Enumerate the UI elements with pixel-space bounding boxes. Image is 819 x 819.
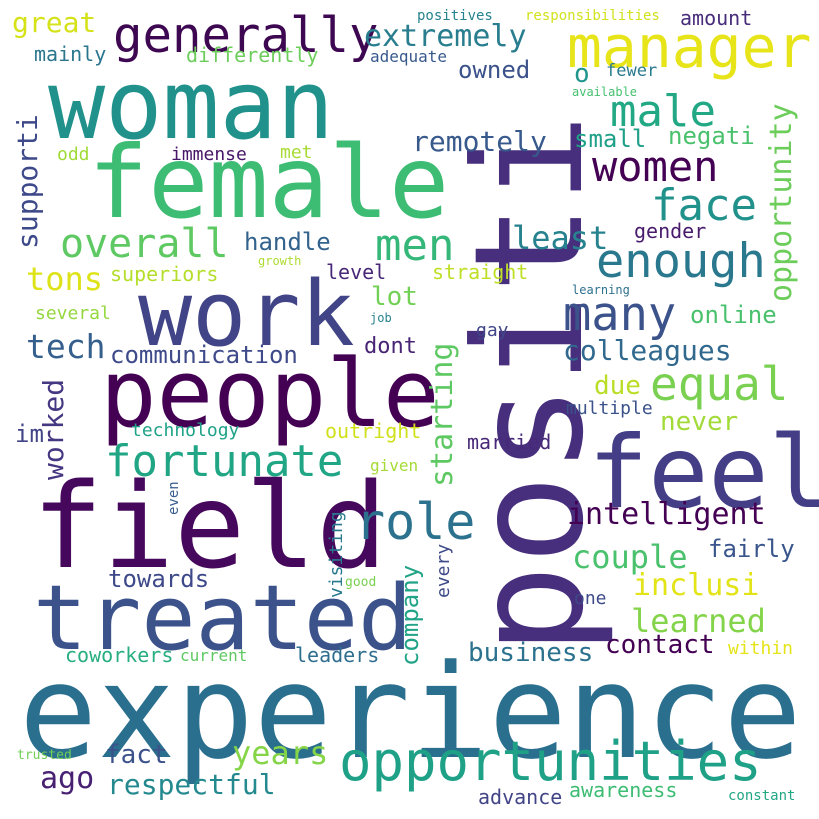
word-fact: fact	[105, 740, 168, 770]
word-growth: growth	[258, 254, 302, 268]
word-field: field	[32, 457, 388, 595]
word-years: years	[232, 734, 329, 772]
word-communication: communication	[110, 341, 298, 369]
word-fortunate: fortunate	[105, 436, 344, 487]
word-couple: couple	[572, 538, 688, 576]
word-responsibilities: responsibilities	[525, 8, 660, 24]
word-least: least	[512, 219, 609, 257]
word-experience: experience	[19, 636, 802, 788]
word-trusted: trusted	[17, 748, 72, 763]
word-negati: negati	[668, 122, 755, 150]
word-generally: generally	[113, 7, 379, 64]
word-treated: treated	[33, 566, 413, 671]
word-mainly: mainly	[34, 42, 107, 66]
word-remotely: remotely	[412, 125, 547, 158]
word-worked: worked	[37, 378, 70, 480]
word-amount: amount	[680, 6, 753, 30]
word-handle: handle	[244, 228, 331, 256]
word-company: company	[396, 564, 424, 666]
word-learned: learned	[631, 602, 766, 640]
word-opportunities: opportunities	[339, 730, 762, 793]
word-differently: differently	[186, 43, 319, 67]
word-never: never	[660, 407, 739, 437]
word-many: many	[563, 287, 677, 342]
word-given: given	[370, 456, 419, 475]
word-constant: constant	[728, 788, 796, 804]
word-within: within	[728, 638, 794, 659]
word-tech: tech	[26, 327, 106, 366]
word-manager: manager	[567, 13, 812, 81]
word-visiting: visiting	[326, 511, 347, 598]
word-equal: equal	[650, 357, 789, 411]
word-straight: straight	[432, 260, 529, 284]
word-business: business	[468, 638, 594, 668]
word-lot: lot	[371, 282, 418, 312]
word-fewer: fewer	[606, 61, 658, 81]
word-intelligent: intelligent	[567, 497, 766, 532]
word-immense: immense	[171, 144, 247, 165]
word-fairly: fairly	[708, 535, 795, 563]
word-even: even	[166, 481, 182, 515]
word-contact: contact	[605, 630, 715, 660]
word-advance: advance	[478, 785, 563, 809]
word-leaders: leaders	[295, 643, 380, 667]
word-extremely: extremely	[364, 19, 527, 54]
word-people: people	[100, 340, 440, 449]
word-colleagues: colleagues	[563, 334, 732, 367]
word-job: job	[370, 311, 392, 325]
word-odd: odd	[57, 144, 90, 165]
word-technology: technology	[131, 420, 240, 441]
word-feel: feel	[588, 414, 819, 531]
word-towards: towards	[108, 565, 210, 593]
word-enough: enough	[596, 234, 766, 289]
word-every: every	[433, 543, 454, 598]
word-one: one	[574, 588, 607, 609]
word-due: due	[594, 371, 641, 401]
word-small: small	[574, 125, 647, 153]
word-superiors: superiors	[110, 262, 219, 286]
word-owned: owned	[458, 56, 531, 84]
word-women: women	[592, 142, 719, 191]
word-outright: outright	[325, 419, 422, 443]
word-level: level	[326, 260, 387, 284]
word-online: online	[690, 301, 777, 329]
word-men: men	[375, 220, 455, 271]
word-work: work	[138, 262, 355, 367]
word-dont: dont	[364, 334, 417, 359]
word-available: available	[572, 85, 638, 99]
word-tons: tons	[26, 260, 104, 298]
word-ago: ago	[40, 761, 95, 796]
word-multiple: multiple	[566, 398, 653, 419]
word-face: face	[651, 180, 757, 231]
word-role: role	[355, 493, 476, 551]
word-female: female	[88, 124, 450, 241]
word-opportunity: opportunity	[764, 103, 799, 302]
word-married: married	[467, 430, 552, 454]
word-positives: positives	[417, 8, 493, 24]
word-supporti: supporti	[11, 114, 44, 249]
word-met: met	[280, 142, 313, 163]
word-gender: gender	[634, 219, 707, 243]
word-starting: starting	[425, 342, 460, 488]
word-woman: woman	[48, 51, 334, 161]
word-great: great	[12, 6, 97, 39]
word-several: several	[35, 303, 111, 324]
word-current: current	[180, 646, 248, 665]
word-overall: overall	[60, 221, 229, 267]
word-o: o	[574, 59, 590, 89]
word-coworkers: coworkers	[65, 643, 174, 667]
word-respectful: respectful	[107, 768, 276, 801]
word-male: male	[610, 86, 716, 137]
word-inclusi: inclusi	[633, 568, 760, 603]
word-good: good	[345, 575, 377, 590]
word-im: im	[15, 420, 44, 448]
word-learning: learning	[572, 283, 630, 297]
word-awareness: awareness	[569, 778, 678, 802]
word-adequate: adequate	[370, 47, 448, 66]
word-gay: gay	[476, 320, 509, 341]
